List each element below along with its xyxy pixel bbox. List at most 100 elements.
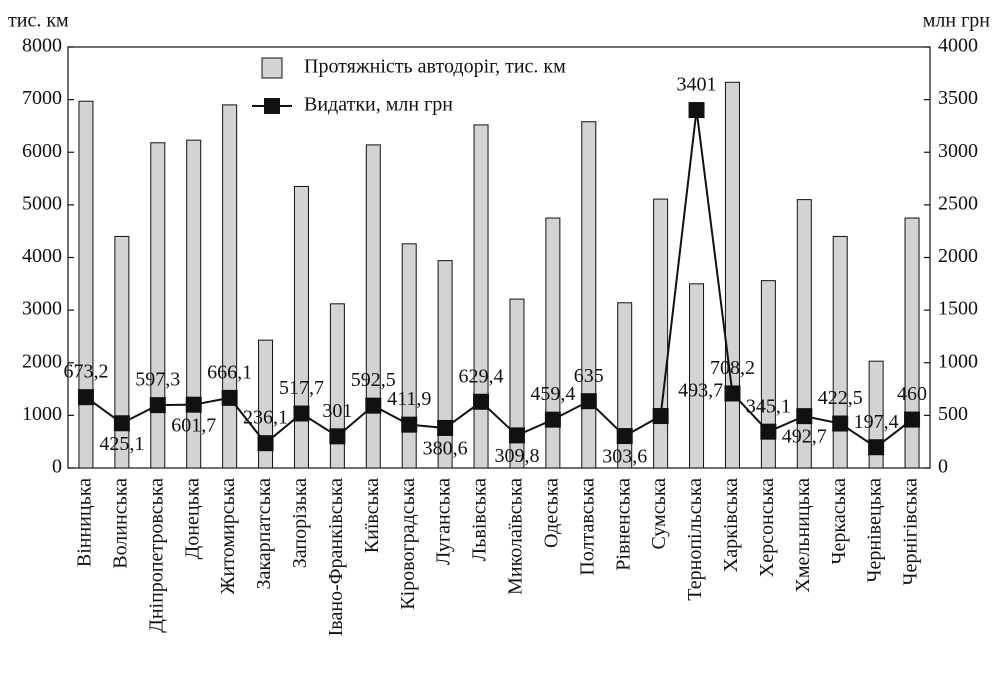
point <box>401 416 418 433</box>
point <box>724 385 741 402</box>
data-label: 629,4 <box>459 365 504 387</box>
point <box>508 427 525 444</box>
point <box>760 423 777 440</box>
bar <box>904 217 920 469</box>
point <box>616 428 633 445</box>
bar <box>796 199 812 469</box>
point <box>473 393 490 410</box>
bar <box>150 142 166 469</box>
y-tick-label: 0 <box>52 456 62 478</box>
y2-axis-label: млн грн <box>923 10 991 32</box>
point <box>329 428 346 445</box>
data-label: 345,1 <box>746 395 791 417</box>
point <box>149 397 166 414</box>
data-label: 493,7 <box>678 380 723 402</box>
x-tick-label: Полтавська <box>576 478 598 576</box>
bar <box>365 144 381 469</box>
bar <box>114 235 130 469</box>
point <box>257 435 274 452</box>
data-label: 601,7 <box>171 414 216 436</box>
x-tick-label: Сумська <box>648 478 670 550</box>
y-tick-label: 7000 <box>22 87 62 109</box>
data-label: 635 <box>574 365 604 387</box>
bar <box>78 100 94 469</box>
data-label: 197,4 <box>854 411 899 433</box>
y2-tick-label: 1500 <box>938 298 978 320</box>
y-tick-label: 1000 <box>22 403 62 425</box>
point <box>544 411 561 428</box>
bar <box>545 217 561 469</box>
legend-label: Видатки, млн грн <box>304 94 453 116</box>
y-tick-label: 2000 <box>22 350 62 372</box>
data-label: 460 <box>897 383 927 405</box>
y2-tick-label: 2000 <box>938 245 978 267</box>
bar <box>186 139 202 469</box>
y-tick-label: 3000 <box>22 298 62 320</box>
point <box>221 389 238 406</box>
x-tick-label: Миколаївська <box>505 478 527 595</box>
bar <box>653 198 669 469</box>
bar <box>437 260 453 469</box>
x-tick-label: Чернігівська <box>900 478 922 586</box>
data-label: 597,3 <box>135 369 180 391</box>
x-tick-label: Хмельницька <box>792 478 814 593</box>
y-tick-label: 6000 <box>22 140 62 162</box>
data-label: 592,5 <box>351 369 396 391</box>
point <box>688 102 705 119</box>
bar <box>293 185 309 469</box>
data-label: 380,6 <box>423 438 468 460</box>
bar <box>760 280 776 469</box>
x-tick-label: Харківська <box>720 478 742 572</box>
data-label: 236,1 <box>243 407 288 429</box>
bar <box>724 81 740 469</box>
x-tick-label: Київська <box>361 478 383 553</box>
data-label: 3401 <box>677 74 717 96</box>
bar <box>581 121 597 469</box>
y2-tick-label: 4000 <box>938 35 978 57</box>
x-tick-label: Львівська <box>469 478 491 561</box>
data-label: 666,1 <box>207 361 252 383</box>
x-tick-label: Рівненська <box>612 478 634 571</box>
x-tick-label: Луганська <box>433 478 455 565</box>
point <box>293 405 310 422</box>
point <box>77 389 94 406</box>
y2-tick-label: 1000 <box>938 350 978 372</box>
bar <box>329 303 345 469</box>
x-tick-label: Івано-Франківська <box>325 478 347 636</box>
x-tick-label: Донецька <box>181 478 203 559</box>
x-tick-label: Тернопільська <box>684 478 706 601</box>
point <box>580 393 597 410</box>
x-tick-label: Херсонська <box>756 478 778 577</box>
point <box>796 408 813 425</box>
x-tick-label: Дніпропетровська <box>145 478 167 633</box>
legend-swatch <box>261 57 283 79</box>
x-tick-label: Чернівецька <box>864 478 886 583</box>
y-tick-label: 5000 <box>22 192 62 214</box>
y2-tick-label: 500 <box>938 403 968 425</box>
y-tick-label: 8000 <box>22 35 62 57</box>
data-label: 459,4 <box>530 383 575 405</box>
x-tick-label: Вінницька <box>74 478 96 567</box>
y-axis-label: тис. км <box>8 10 69 32</box>
data-label: 708,2 <box>710 357 755 379</box>
x-tick-label: Волинська <box>109 478 131 569</box>
data-label: 303,6 <box>602 446 647 468</box>
x-tick-label: Одеська <box>540 478 562 548</box>
point <box>868 439 885 456</box>
data-label: 517,7 <box>279 377 324 399</box>
bar <box>617 302 633 469</box>
point <box>437 419 454 436</box>
bar <box>473 124 489 469</box>
data-label: 301 <box>322 400 352 422</box>
point <box>904 411 921 428</box>
data-label: 492,7 <box>782 426 827 448</box>
point <box>652 408 669 425</box>
data-label: 411,9 <box>387 388 431 410</box>
bar <box>832 235 848 469</box>
bar <box>689 283 705 469</box>
point <box>832 415 849 432</box>
data-label: 422,5 <box>818 387 863 409</box>
y2-tick-label: 0 <box>938 456 948 478</box>
y2-tick-label: 3000 <box>938 140 978 162</box>
